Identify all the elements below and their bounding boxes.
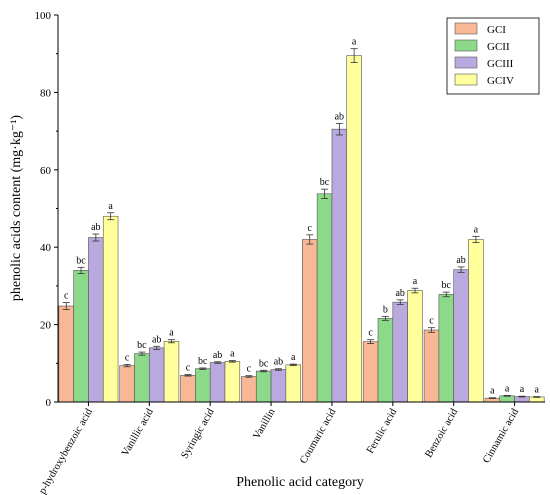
bar — [73, 270, 89, 403]
significance-label: ab — [395, 288, 404, 299]
significance-label: a — [413, 276, 418, 287]
legend-label: GCIII — [487, 58, 514, 70]
significance-label: a — [535, 385, 540, 396]
significance-label: bc — [137, 340, 147, 351]
legend-swatch — [454, 73, 478, 86]
significance-label: bc — [259, 358, 269, 369]
significance-label: a — [230, 349, 235, 360]
bar — [423, 329, 440, 403]
x-tick-label: Cinnamic acid — [481, 406, 521, 465]
significance-label: a — [291, 352, 296, 363]
bar — [58, 305, 74, 403]
significance-label: c — [64, 291, 69, 302]
bar — [270, 369, 287, 403]
bar — [392, 301, 408, 403]
x-tick-label: Syringic acid — [179, 406, 217, 460]
bar — [163, 340, 180, 403]
significance-label: ab — [456, 255, 465, 266]
significance-label: c — [429, 316, 434, 327]
x-tick-label: Coumaric acid — [298, 406, 339, 465]
legend-label: GCII — [487, 41, 510, 53]
bar — [362, 341, 379, 403]
significance-label: a — [490, 386, 495, 397]
y-tick-label: 100 — [35, 10, 52, 22]
bar — [241, 376, 257, 403]
y-tick-label: 0 — [46, 397, 52, 409]
bar — [438, 294, 454, 403]
bar — [224, 361, 241, 403]
y-tick-label: 60 — [40, 165, 52, 177]
legend: GCI GCII GCIII GCIV — [446, 17, 540, 95]
bar — [377, 318, 394, 403]
x-tick-label: p-hydroxybenzoic acid — [37, 406, 95, 495]
significance-label: ab — [335, 111, 344, 122]
significance-label: b — [383, 304, 388, 315]
y-tick-label: 40 — [40, 242, 52, 254]
y-tick-label: 80 — [40, 87, 52, 99]
significance-label: c — [247, 364, 252, 375]
significance-label: c — [125, 352, 130, 363]
significance-label: bc — [198, 356, 208, 367]
bar — [149, 347, 165, 403]
bar — [102, 215, 119, 403]
legend-swatch — [454, 22, 478, 35]
y-tick-label: 20 — [40, 320, 52, 332]
legend-label: GCIV — [487, 75, 514, 87]
significance-label: c — [186, 363, 191, 374]
bar — [209, 362, 226, 403]
significance-label: a — [169, 328, 174, 339]
bar — [134, 353, 150, 403]
significance-label: a — [505, 383, 510, 394]
significance-label: ab — [152, 334, 161, 345]
significance-label: ab — [213, 350, 222, 361]
bar — [255, 370, 272, 403]
y-axis-title: phenolic acids content (mg·kg⁻¹) — [9, 115, 24, 301]
significance-label: a — [520, 384, 525, 395]
bar — [180, 374, 196, 403]
bar — [468, 239, 484, 403]
bar — [316, 193, 333, 403]
significance-label: ab — [91, 222, 100, 233]
significance-label: a — [474, 224, 479, 235]
x-tick-label: Vanillin — [252, 406, 279, 441]
x-tick-label: Benzoic acid — [424, 406, 461, 459]
bar — [453, 269, 469, 403]
bar — [88, 237, 104, 403]
bar — [514, 396, 530, 403]
legend-swatch — [454, 39, 478, 52]
significance-label: bc — [320, 177, 330, 188]
x-tick-label: Ferulic acid — [365, 406, 400, 455]
significance-label: a — [108, 201, 113, 212]
significance-label: bc — [76, 255, 86, 266]
significance-label: c — [308, 223, 313, 234]
x-axis-title: Phenolic acid category — [236, 475, 364, 490]
significance-label: bc — [442, 280, 452, 291]
bar — [499, 395, 515, 403]
x-tick-label: Vanillic acid — [120, 406, 156, 458]
significance-label: a — [352, 37, 357, 48]
bar — [302, 239, 318, 403]
significance-label: ab — [274, 357, 283, 368]
bar — [285, 364, 301, 403]
bar — [195, 368, 211, 403]
bar — [331, 128, 348, 403]
bar — [346, 55, 362, 403]
bar — [119, 365, 135, 403]
bar — [407, 290, 423, 403]
significance-label: c — [368, 328, 373, 339]
legend-swatch — [454, 56, 478, 69]
legend-label: GCI — [487, 24, 506, 36]
